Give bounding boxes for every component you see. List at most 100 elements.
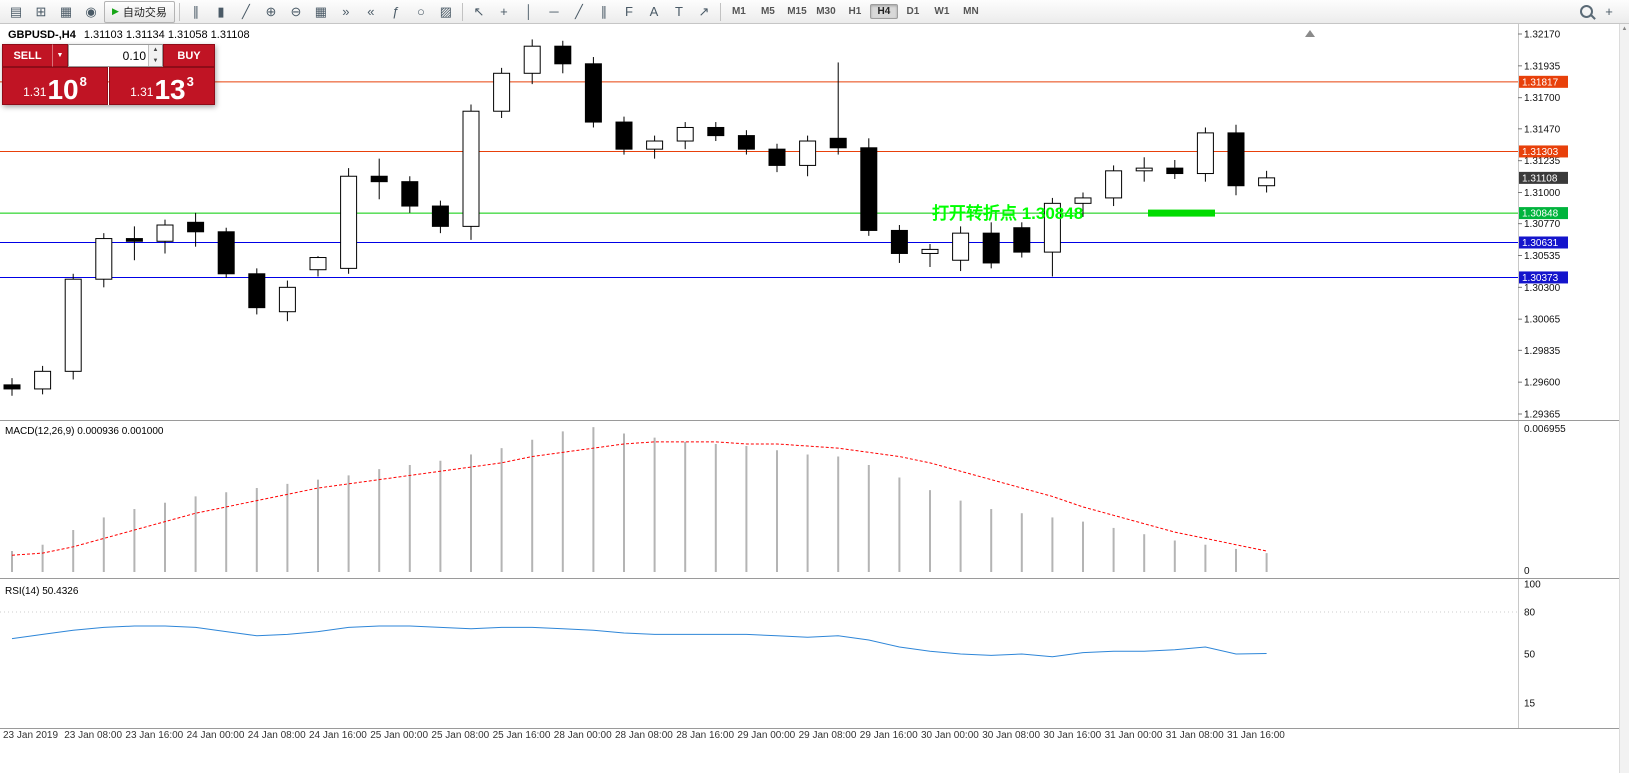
timeframe-h4[interactable]: H4 (869, 4, 898, 19)
auto-scroll-icon[interactable]: » (342, 4, 350, 19)
candle-body (1013, 227, 1031, 253)
candle-body (554, 45, 572, 65)
rsi-axis-label: 15 (1524, 699, 1536, 710)
time-axis-label: 24 Jan 08:00 (248, 730, 306, 741)
sell-price-button[interactable]: 1.31 10 8 (2, 67, 108, 105)
timeframe-m15[interactable]: M15 (787, 6, 807, 17)
cursor-icon[interactable]: ↖ (473, 3, 485, 19)
text-icon[interactable]: A (649, 4, 659, 19)
time-axis-label: 28 Jan 00:00 (554, 730, 612, 741)
chart-ohlc-values: 1.31103 1.31134 1.31058 1.31108 (83, 29, 250, 41)
sell-button[interactable]: SELL (2, 44, 52, 67)
search-icon[interactable] (1580, 5, 1593, 18)
rsi-label: RSI(14) 50.4326 (5, 586, 79, 597)
target-icon[interactable]: + (1605, 4, 1613, 19)
chart-title: GBPUSD-,H4 1.31103 1.31134 1.31058 1.3110… (8, 29, 250, 41)
candle-body (340, 175, 358, 269)
buy-price-button[interactable]: 1.31 13 3 (109, 67, 215, 105)
rsi-line (11, 625, 1267, 658)
candle-body (1258, 177, 1276, 187)
time-axis-label: 30 Jan 16:00 (1043, 730, 1101, 741)
chart-shift-icon[interactable]: « (367, 4, 375, 19)
time-axis-label: 25 Jan 16:00 (493, 730, 551, 741)
timeframe-d1[interactable]: D1 (906, 6, 920, 17)
autotrading-button[interactable]: ▶ 自动交易 (104, 0, 175, 23)
candle-body (799, 140, 817, 166)
candle-body (646, 140, 664, 150)
time-axis-label: 31 Jan 16:00 (1227, 730, 1285, 741)
vertical-line-icon[interactable]: │ (524, 4, 533, 19)
label-icon[interactable]: T (674, 4, 683, 19)
play-icon: ▶ (112, 6, 119, 16)
candle-body (921, 248, 939, 254)
buy-button[interactable]: BUY (163, 44, 215, 67)
candle-body (523, 45, 541, 74)
volume-down-icon[interactable]: ▼ (152, 57, 159, 64)
vertical-scrollbar[interactable]: ▲ (1619, 24, 1629, 773)
timeframe-h1[interactable]: H1 (848, 6, 862, 17)
new-order-icon[interactable]: ⊞ (35, 3, 47, 19)
arrow-icon[interactable]: ↗ (698, 3, 710, 19)
candle-body (1135, 167, 1153, 172)
rsi-axis-label: 50 (1524, 650, 1536, 661)
templates-icon[interactable]: ▨ (439, 3, 453, 19)
candlestick-icon[interactable]: ▮ (217, 3, 225, 19)
candle-body (584, 63, 602, 123)
price-axis-label: 1.32170 (1524, 30, 1561, 41)
candle-body (676, 126, 694, 142)
price-tag-label: 1.31817 (1522, 77, 1559, 88)
candle-body (707, 126, 725, 137)
candle-body (431, 205, 449, 227)
candle-body (156, 224, 174, 242)
volume-up-icon[interactable]: ▲ (152, 47, 159, 54)
chart-menu-icon[interactable]: ▤ (9, 3, 23, 19)
indicators-icon[interactable]: ƒ (392, 4, 400, 19)
price-axis-label: 1.31470 (1524, 124, 1561, 135)
candle-body (493, 72, 511, 112)
horizontal-line-icon[interactable]: ─ (549, 4, 559, 19)
navigator-icon[interactable]: ◉ (85, 3, 97, 19)
channel-icon[interactable]: ∥ (600, 3, 608, 19)
price-axis-label: 1.30065 (1524, 315, 1561, 326)
trendline-icon[interactable]: ╱ (575, 3, 583, 19)
candle-body (187, 221, 205, 233)
timeframe-mn[interactable]: MN (963, 6, 979, 17)
timeframe-m1[interactable]: M1 (731, 6, 746, 17)
price-tag (1519, 207, 1568, 220)
scrollbar-up-icon[interactable]: ▲ (1621, 26, 1628, 32)
macd-label: MACD(12,26,9) 0.000936 0.001000 (5, 426, 164, 437)
price-tag-label: 1.31303 (1522, 147, 1559, 158)
sell-dropdown-icon[interactable]: ▼ (52, 44, 68, 67)
candle-body (95, 238, 113, 280)
candle-body (952, 232, 970, 261)
periods-icon[interactable]: ○ (416, 4, 425, 19)
chart-shift-marker[interactable] (1305, 30, 1315, 37)
timeframe-m30[interactable]: M30 (816, 6, 836, 17)
candle-body (1166, 167, 1184, 175)
volume-spinner: ▲ ▼ (148, 45, 162, 66)
profiles-icon[interactable]: ▦ (59, 3, 73, 19)
price-axis-label: 1.31235 (1524, 156, 1561, 167)
timeframe-w1[interactable]: W1 (934, 6, 950, 17)
autotrading-label: 自动交易 (122, 6, 167, 19)
chart-canvas[interactable]: 打开转折点 1.30848 MACD(12,26,9) 0.000936 0.00… (0, 24, 1629, 773)
sell-price-prefix: 1.31 (23, 85, 47, 99)
price-axis-label: 1.31700 (1524, 93, 1561, 104)
toolbar-separator (719, 2, 721, 21)
fibonacci-icon[interactable]: F (624, 4, 633, 19)
tile-windows-icon[interactable]: ▦ (314, 3, 328, 19)
crosshair-icon[interactable]: + (500, 4, 508, 19)
line-chart-icon[interactable]: ╱ (242, 3, 250, 19)
timeframe-m5[interactable]: M5 (760, 6, 775, 17)
volume-input[interactable] (69, 45, 148, 66)
candle-body (1105, 170, 1123, 199)
bar-chart-icon[interactable]: ∥ (192, 3, 200, 19)
candle-body (1074, 197, 1092, 204)
annotation-text[interactable]: 打开转折点 1.30848 (932, 203, 1083, 223)
toolbar-separator (461, 2, 463, 21)
one-click-trade-panel: SELL ▼ ▲ ▼ BUY 1.31 10 8 1.31 13 3 (2, 44, 215, 105)
zoom-out-icon[interactable]: ⊖ (290, 3, 302, 19)
time-axis-label: 23 Jan 16:00 (125, 730, 183, 741)
annotation-highlight-bar[interactable] (1148, 209, 1215, 217)
zoom-in-icon[interactable]: ⊕ (265, 3, 277, 19)
